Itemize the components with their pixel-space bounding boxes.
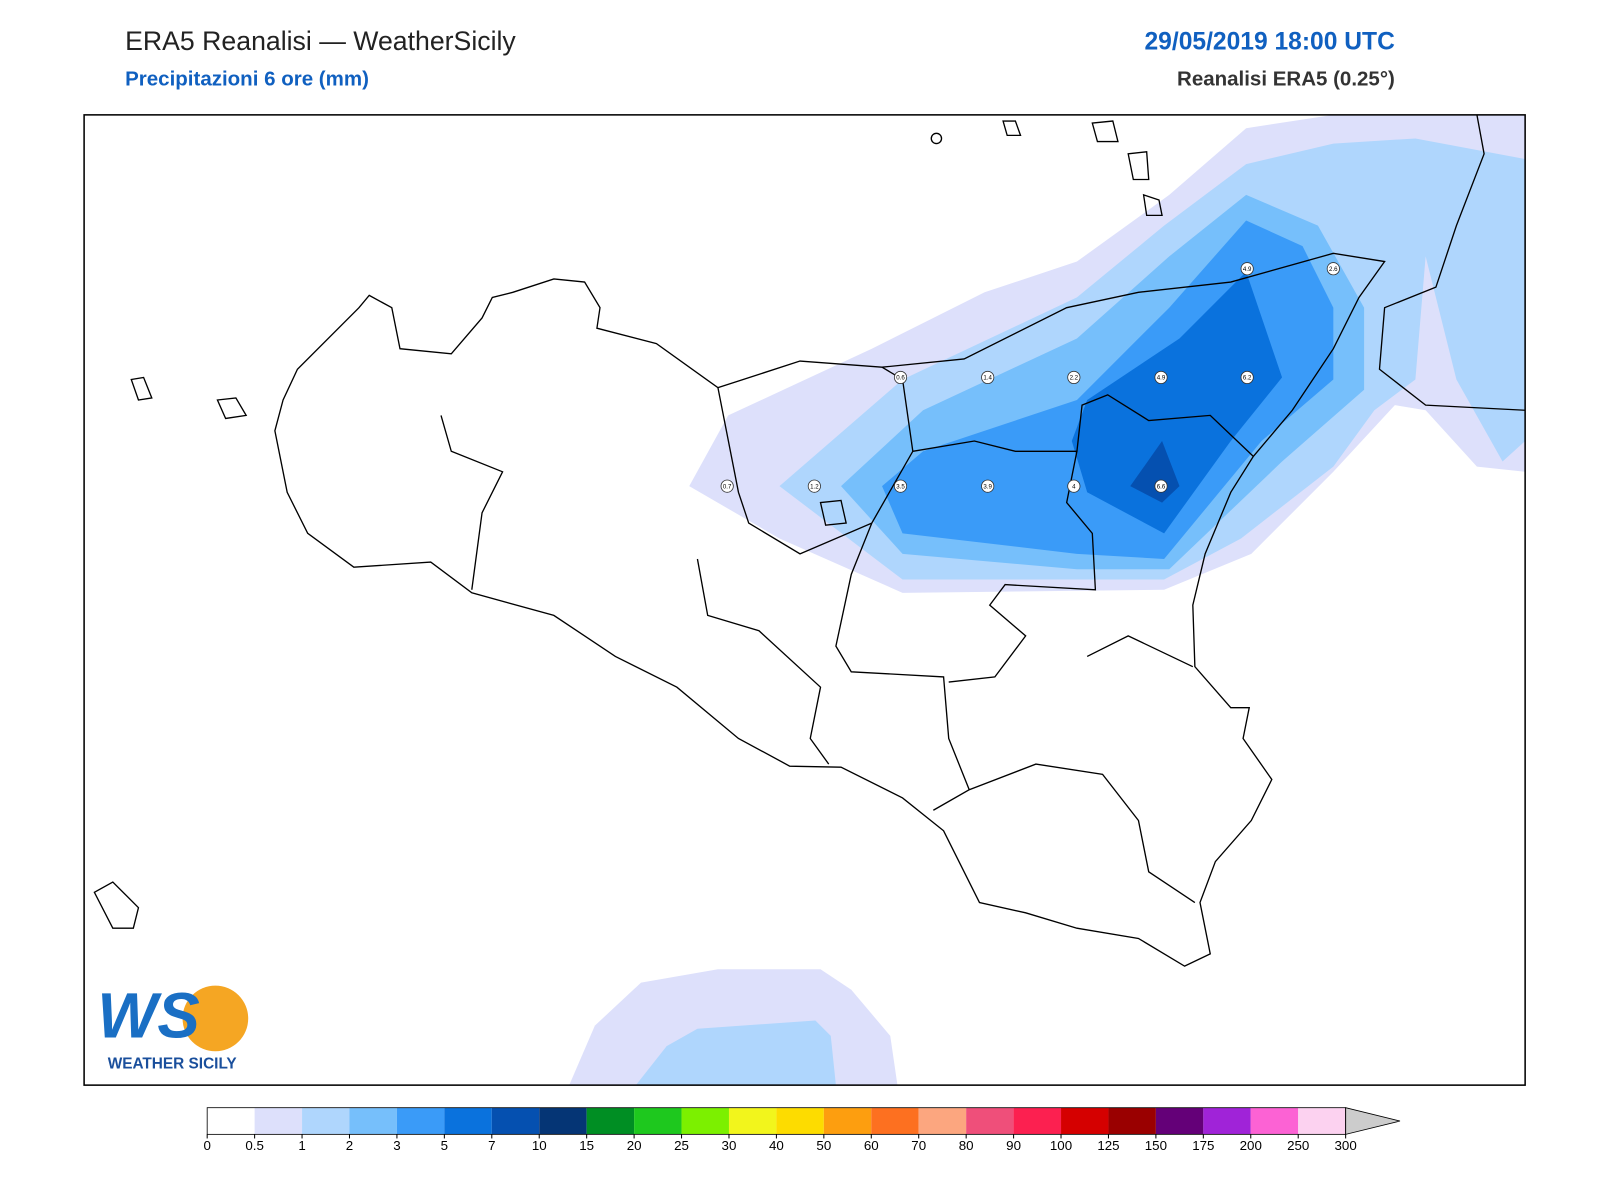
- station-marker: [1154, 370, 1168, 384]
- station-marker: [1067, 370, 1081, 384]
- colorbar-tick-label: 7: [488, 1138, 495, 1153]
- station-value: 0.7: [723, 483, 732, 490]
- provinces: [440, 366, 1254, 904]
- colorbar-tick-label: 30: [722, 1138, 737, 1153]
- colorbar-cell: [396, 1107, 445, 1135]
- station-marker: [981, 479, 995, 493]
- map-frame: [83, 114, 1526, 1086]
- station-value: 3.5: [896, 483, 905, 490]
- station-value: 4.9: [1243, 266, 1252, 273]
- station-marker: [1067, 479, 1081, 493]
- colorbar-tick-label: 5: [441, 1138, 448, 1153]
- colorbar-tick-label: 125: [1097, 1138, 1119, 1153]
- colorbar-cell: [1013, 1107, 1062, 1135]
- colorbar-cell: [1250, 1107, 1299, 1135]
- logo-mark: WS: [97, 980, 199, 1051]
- station-value: 2.6: [1329, 266, 1338, 273]
- colorbar-tick-label: 300: [1335, 1138, 1357, 1153]
- station-value: 6.2: [1243, 375, 1252, 382]
- station-marker: [1240, 262, 1254, 276]
- colorbar-cell: [349, 1107, 397, 1135]
- colorbar-cell: [254, 1107, 303, 1135]
- colorbar-tick-label: 20: [627, 1138, 642, 1153]
- colorbar-cell: [776, 1107, 824, 1135]
- source: Reanalisi ERA5 (0.25°): [1177, 67, 1395, 90]
- colorbar-tick-label: 40: [769, 1138, 784, 1153]
- colorbar-cell: [1155, 1107, 1204, 1135]
- station-value: 1.4: [983, 375, 992, 382]
- colorbar-tick-label: 10: [532, 1138, 547, 1153]
- station-marker: [807, 479, 821, 493]
- map: 0.6 1.4 2.2 4.9 6.2 4.9 2.6 0.7 1.2 3.5 3.9 4 6.6: [84, 114, 1526, 1086]
- station-marker: [1154, 479, 1168, 493]
- colorbar-cell: [1061, 1107, 1109, 1135]
- colorbar-cell: [823, 1107, 872, 1135]
- colorbar-cell: [586, 1107, 635, 1135]
- colorbar-cell: [634, 1107, 682, 1135]
- colorbar-cell: [207, 1107, 255, 1135]
- colorbar-tick-label: 200: [1240, 1138, 1262, 1153]
- colorbar-cell: [918, 1107, 967, 1135]
- colorbar-cell: [302, 1107, 350, 1135]
- sicily-coast: [274, 252, 1386, 967]
- colorbar-tick-label: 175: [1192, 1138, 1214, 1153]
- station-value: 6.6: [1157, 483, 1166, 490]
- colorbar-tick-label: 150: [1145, 1138, 1167, 1153]
- logo: WS WEATHER SICILY: [97, 980, 249, 1073]
- colorbar-tick-label: 60: [864, 1138, 879, 1153]
- colorbar-tick-label: 80: [959, 1138, 974, 1153]
- colorbar-cell: [539, 1107, 587, 1135]
- colorbar-tick-label: 0: [203, 1138, 210, 1153]
- colorbar-tick-label: 2: [346, 1138, 353, 1153]
- colorbar-cell: [444, 1107, 492, 1135]
- title: ERA5 Reanalisi — WeatherSicily: [125, 26, 516, 56]
- colorbar-tick-label: 15: [579, 1138, 594, 1153]
- station-marker: [1326, 262, 1340, 276]
- station-marker: [893, 479, 908, 493]
- colorbar-tick-label: 3: [393, 1138, 400, 1153]
- colorbar-tick-label: 90: [1006, 1138, 1021, 1153]
- datetime: 29/05/2019 18:00 UTC: [1144, 29, 1395, 56]
- logo-text: WEATHER SICILY: [108, 1056, 237, 1073]
- station-value: 4.9: [1157, 375, 1166, 382]
- colorbar-cell: [1203, 1107, 1251, 1135]
- colorbar-cell: [728, 1107, 777, 1135]
- colorbar-tick-label: 0.5: [245, 1138, 264, 1153]
- station-marker: [720, 479, 734, 493]
- colorbar-cell: [1108, 1107, 1156, 1135]
- station-marker: [981, 370, 995, 384]
- colorbar-tick-label: 25: [674, 1138, 689, 1153]
- colorbar-tick-label: 1: [298, 1138, 305, 1153]
- colorbar-extend: [1345, 1107, 1401, 1135]
- station-value: 0.6: [896, 375, 905, 382]
- station-value: 3.9: [983, 483, 992, 490]
- station-value: 2.2: [1070, 375, 1079, 382]
- station-marker: [1240, 370, 1254, 384]
- colorbar-cell: [1298, 1107, 1346, 1135]
- logo-sun: [182, 985, 249, 1052]
- calabria-coast: [1378, 114, 1526, 411]
- colorbar-cell: [871, 1107, 919, 1135]
- colorbar-tick-label: 50: [816, 1138, 831, 1153]
- subtitle: Precipitazioni 6 ore (mm): [125, 67, 369, 90]
- colorbar-tick-label: 100: [1050, 1138, 1072, 1153]
- shade: [635, 1020, 836, 1086]
- colorbar-cell: [966, 1107, 1014, 1135]
- station-value: 4: [1072, 483, 1076, 490]
- stations: 0.6 1.4 2.2 4.9 6.2 4.9 2.6 0.7 1.2 3.5 3.9 4 6.6: [720, 262, 1340, 493]
- station-marker: [893, 370, 908, 384]
- colorbar-tick-label: 70: [911, 1138, 926, 1153]
- station-value: 1.2: [810, 483, 819, 490]
- colorbar: 0 0.5 1 2 3 5 7 10 15 20 25 30 40 50 60 70 80 90 100 125 150…: [203, 1107, 1401, 1153]
- precip-field: [569, 114, 1526, 1086]
- islands: [93, 120, 1163, 929]
- colorbar-cell: [681, 1107, 729, 1135]
- colorbar-cell: [491, 1107, 540, 1135]
- shade: [1071, 271, 1283, 534]
- colorbar-tick-label: 250: [1287, 1138, 1309, 1153]
